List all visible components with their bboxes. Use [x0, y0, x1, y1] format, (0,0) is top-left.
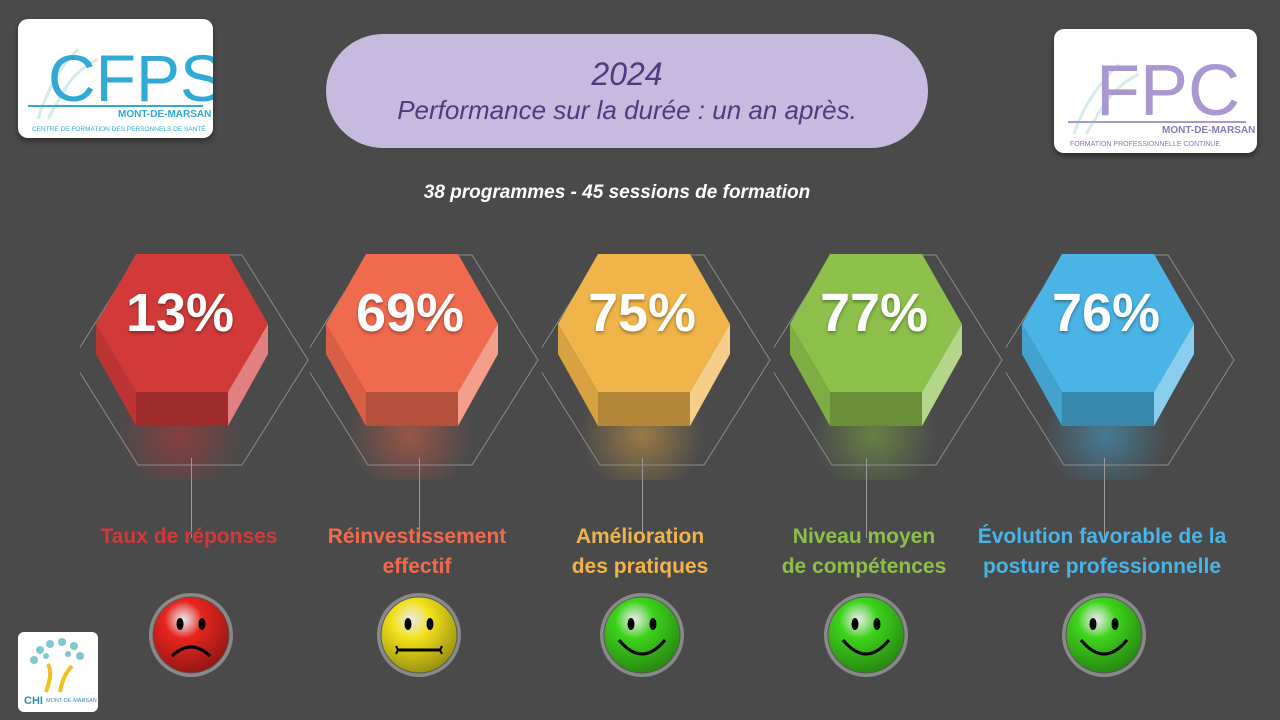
metric-label-line: de compétences: [781, 555, 947, 578]
metric-label: Réinvestissement effectif: [287, 522, 547, 582]
happy-face-icon: [600, 593, 684, 677]
connector-line: [642, 458, 643, 538]
fpc-logo-text: FPC: [1096, 51, 1240, 131]
metric-label-line: effectif: [382, 555, 452, 578]
metric-value: 13%: [125, 283, 235, 343]
hexagon-shape: [310, 254, 539, 480]
metric-label-line: Réinvestissement: [327, 525, 507, 548]
connector-line: [866, 458, 867, 538]
metric-card: 13% Taux de réponses: [80, 220, 320, 720]
title-banner: 2024 Performance sur la durée : un an ap…: [326, 34, 928, 148]
metric-label: Évolution favorable de la posture profess…: [972, 522, 1232, 582]
connector-line: [1104, 458, 1105, 538]
hexagon-shape: [774, 254, 1003, 480]
metric-card: 75% Amélioration des pratiques: [542, 220, 782, 720]
happy-face-icon: [1062, 593, 1146, 677]
cfps-logo: CFPS MONT-DE-MARSAN CENTRE DE FORMATION …: [18, 19, 213, 138]
fpc-logo-town: MONT-DE-MARSAN: [1162, 125, 1255, 136]
metric-value: 76%: [1051, 283, 1161, 343]
metric-label: Niveau moyen de compétences: [734, 522, 994, 582]
metric-card: 77% Niveau moyen de compétences: [774, 220, 1014, 720]
summary-text: 38 programmes - 45 sessions de formation: [423, 182, 811, 203]
happy-face-icon: [824, 593, 908, 677]
metric-label-line: Taux de réponses: [100, 525, 278, 548]
cfps-logo-text: CFPS: [48, 41, 213, 115]
hexagon-shape: [542, 254, 771, 480]
metric-value: 75%: [587, 283, 697, 343]
cfps-logo-town: MONT-DE-MARSAN: [118, 109, 211, 120]
metric-value: 77%: [819, 283, 929, 343]
metric-label: Amélioration des pratiques: [510, 522, 770, 582]
sad-face-icon: [149, 593, 233, 677]
cfps-logo-caption: CENTRE DE FORMATION DES PERSONNELS DE SA…: [32, 124, 206, 133]
metric-label-line: Niveau moyen: [792, 525, 936, 548]
fpc-logo: FPC MONT-DE-MARSAN FORMATION PROFESSIONN…: [1054, 29, 1257, 153]
metric-label-line: Amélioration: [575, 525, 705, 548]
chi-logo-town: MONT-DE-MARSAN: [46, 698, 97, 704]
metric-card: 69% Réinvestissement effectif: [310, 220, 550, 720]
connector-line: [191, 458, 192, 538]
chi-logo-text: CHI: [24, 695, 43, 707]
fpc-logo-caption: FORMATION PROFESSIONNELLE CONTINUE: [1070, 141, 1220, 148]
metric-card: 76% Évolution favorable de la posture pro…: [978, 220, 1246, 720]
title-subtitle: Performance sur la durée : un an après.: [397, 95, 857, 125]
chi-logo: CHI MONT-DE-MARSAN: [18, 632, 98, 712]
hexagon-shape: [1006, 254, 1235, 480]
title-year: 2024: [591, 56, 663, 92]
metric-label-line: Évolution favorable de la: [977, 525, 1227, 548]
neutral-face-icon: [377, 593, 461, 677]
metric-label-line: des pratiques: [571, 555, 709, 578]
metric-label: Taux de réponses: [59, 522, 319, 552]
connector-line: [419, 458, 420, 538]
hexagon-shape: [80, 254, 309, 480]
metric-value: 69%: [355, 283, 465, 343]
metric-label-line: posture professionnelle: [982, 555, 1222, 578]
